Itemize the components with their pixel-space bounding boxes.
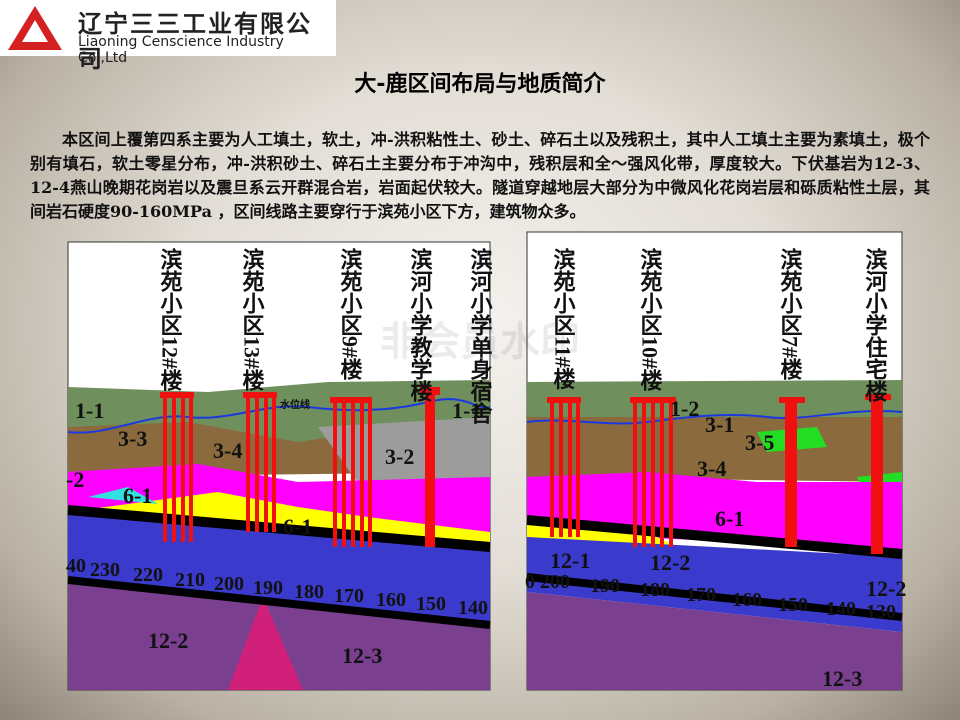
mileage-label: 220 (133, 564, 163, 586)
building-label: 滨河小学住宅楼 (863, 247, 888, 403)
building-label: 滨苑小区9#楼 (338, 247, 363, 381)
layer-label: 3-5 (745, 430, 774, 455)
building-label: 滨苑小区11#楼 (551, 247, 576, 391)
mileage-label: 180 (294, 581, 324, 603)
mileage-label: 190 (253, 577, 283, 599)
layer-label: 12-2 (148, 628, 188, 653)
layer-label: 3-4 (697, 456, 726, 481)
logo-box: 辽宁三三工业有限公司 Liaoning Censcience Industry … (0, 0, 336, 73)
building-label: 滨苑小区13#楼 (240, 247, 265, 392)
layer-label: 3-3 (118, 426, 147, 451)
layer-label: 1-2 (670, 396, 699, 421)
layer-label: 3-1 (705, 412, 734, 437)
right-section (526, 231, 903, 691)
mileage-label: 170 (686, 584, 716, 606)
layer-label: -2 (66, 467, 84, 492)
building-label: 滨河小学教学楼 (408, 247, 433, 403)
building-label: 滨苑小区10#楼 (638, 247, 663, 392)
left-section (67, 241, 491, 691)
layer-label: 6-1 (283, 514, 312, 539)
mileage-label: 140 (458, 597, 488, 619)
water-line-label: 水位线 (279, 398, 310, 411)
layer-label: 1-1 (452, 398, 481, 423)
mileage-label: 140 (826, 598, 856, 620)
layer-label: 12-2 (650, 550, 690, 575)
mileage-label: 150 (416, 593, 446, 615)
company-en: Liaoning Censcience Industry Co.,Ltd (78, 34, 284, 66)
layer-label: 6-1 (715, 506, 744, 531)
layer-label: 12-3 (342, 643, 382, 668)
title: 大-鹿区间布局与地质简介 (354, 72, 606, 97)
mileage-label: 160 (732, 589, 762, 611)
mileage-label: 170 (334, 585, 364, 607)
body-text: 本区间上覆第四系主要为人工填土，软土，冲-洪积粘性土、砂土、碎石土以及残积土，其… (30, 130, 930, 221)
layer-label: 3-4 (213, 438, 242, 463)
mileage-label: 180 (640, 579, 670, 601)
mileage-label: 0 (525, 571, 535, 593)
mileage-label: 160 (376, 589, 406, 611)
layer-label: 6-1 (123, 483, 152, 508)
layer-label: 3-2 (385, 444, 414, 469)
building-label: 滨苑小区12#楼 (158, 247, 183, 392)
layer-label: 12-1 (550, 548, 590, 573)
mileage-label: 210 (175, 569, 205, 591)
layer-label: 1-1 (75, 398, 104, 423)
company-cn: 辽宁三三工业有限公司 (78, 10, 312, 73)
building-label: 滨河小学单身宿舍 (468, 247, 493, 424)
mileage-label: 130 (866, 601, 896, 623)
mileage-label: 150 (778, 594, 808, 616)
watermark: 非会员水印 (380, 319, 580, 364)
mileage-label: 200 (540, 571, 570, 593)
layer-label: 12-2 (866, 576, 906, 601)
mileage-label: 40 (66, 555, 86, 577)
mileage-label: 190 (590, 575, 620, 597)
logo-icon (8, 6, 62, 50)
mileage-label: 200 (214, 573, 244, 595)
mileage-label: 230 (90, 559, 120, 581)
building-label: 滨苑小区7#楼 (778, 247, 803, 381)
layer-label: 12-3 (822, 666, 862, 691)
